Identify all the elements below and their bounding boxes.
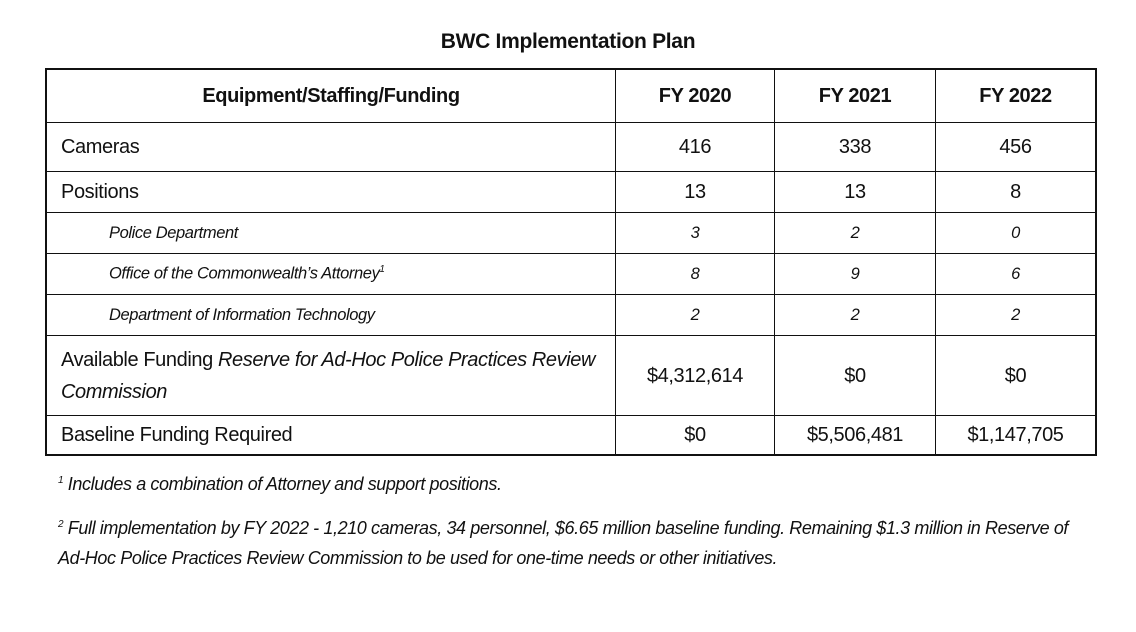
cell: 9 xyxy=(774,253,936,295)
header-fy2020: FY 2020 xyxy=(615,68,775,123)
cell: 338 xyxy=(774,122,936,172)
cell: 0 xyxy=(935,212,1097,254)
implementation-plan-table: Equipment/Staffing/Funding FY 2020 FY 20… xyxy=(45,68,1097,456)
cell: 13 xyxy=(615,171,775,213)
header-fy2022: FY 2022 xyxy=(935,68,1097,123)
cell: $0 xyxy=(935,335,1097,416)
table-title: BWC Implementation Plan xyxy=(440,30,696,53)
cell: 8 xyxy=(615,253,775,295)
cell: 2 xyxy=(935,294,1097,336)
cell: 3 xyxy=(615,212,775,254)
footnote-ref: 1 xyxy=(379,264,385,276)
row-label: Office of the Commonwealth’s Attorney1 xyxy=(45,253,616,295)
row-label: Police Department xyxy=(45,212,616,254)
table-row: Police Department 3 2 0 xyxy=(45,212,1097,254)
cell: 2 xyxy=(774,294,936,336)
cell: 2 xyxy=(774,212,936,254)
cell: $5,506,481 xyxy=(774,415,936,456)
header-row: Equipment/Staffing/Funding FY 2020 FY 20… xyxy=(45,68,1097,123)
cell: 13 xyxy=(774,171,936,213)
table-row: Positions 13 13 8 xyxy=(45,171,1097,213)
footnote-1: 1 Includes a combination of Attorney and… xyxy=(58,466,502,499)
header-fy2021: FY 2021 xyxy=(774,68,936,123)
row-label: Department of Information Technology xyxy=(45,294,616,336)
footnote-2: 2 Full implementation by FY 2022 - 1,210… xyxy=(58,510,1098,573)
table-row: Department of Information Technology 2 2… xyxy=(45,294,1097,336)
row-label-text: Available Funding xyxy=(61,348,213,371)
footnote-text: Includes a combination of Attorney and s… xyxy=(67,474,502,494)
row-label: Available Funding Reserve for Ad-Hoc Pol… xyxy=(45,335,616,416)
cell: $1,147,705 xyxy=(935,415,1097,456)
cell: 2 xyxy=(615,294,775,336)
cell: $0 xyxy=(615,415,775,456)
footnote-mark: 1 xyxy=(58,475,64,486)
row-label: Positions xyxy=(45,171,616,213)
table-row: Baseline Funding Required $0 $5,506,481 … xyxy=(45,415,1097,456)
cell: $0 xyxy=(774,335,936,416)
row-label: Baseline Funding Required xyxy=(45,415,616,456)
table-row: Cameras 416 338 456 xyxy=(45,122,1097,172)
cell: 6 xyxy=(935,253,1097,295)
cell: 456 xyxy=(935,122,1097,172)
cell: 8 xyxy=(935,171,1097,213)
row-label-text: Office of the Commonwealth’s Attorney xyxy=(109,264,380,283)
footnote-mark: 2 xyxy=(58,519,64,530)
cell: $4,312,614 xyxy=(615,335,775,416)
footnote-text: Full implementation by FY 2022 - 1,210 c… xyxy=(58,518,1069,568)
header-category: Equipment/Staffing/Funding xyxy=(45,68,616,123)
row-label-italic: Reserve for Ad-Hoc Police Practices Revi… xyxy=(61,348,596,403)
table-row: Available Funding Reserve for Ad-Hoc Pol… xyxy=(45,335,1097,416)
row-label: Cameras xyxy=(45,122,616,172)
table-row: Office of the Commonwealth’s Attorney1 8… xyxy=(45,253,1097,295)
cell: 416 xyxy=(615,122,775,172)
